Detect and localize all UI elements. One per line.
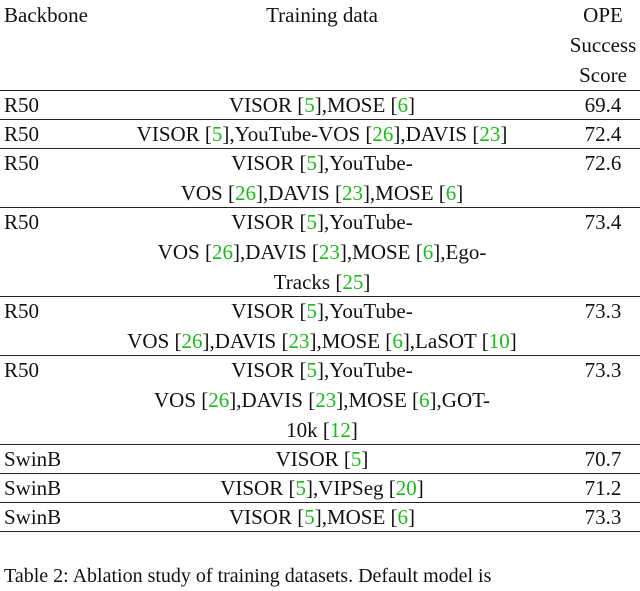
cell-score: 73.3: [584, 299, 622, 323]
rule: [0, 296, 640, 297]
cell-score: 73.3: [584, 358, 622, 382]
rule: [0, 473, 640, 474]
header-training: Training data: [266, 3, 378, 27]
header-score: OPE: [583, 3, 623, 27]
cell-score: 73.4: [584, 210, 622, 234]
cell-score: 70.7: [584, 447, 622, 471]
rule: [0, 90, 640, 91]
rule: [0, 207, 640, 208]
cell-training: VOS [26],DAVIS [23],MOSE [6],Ego-: [157, 240, 487, 264]
cell-training: Tracks [25]: [273, 270, 371, 294]
cell-backbone: R50: [4, 358, 40, 382]
rule: [0, 148, 640, 149]
page: Backbone Training data OPE Success Score R50 V…: [0, 3, 640, 587]
cell-training: VISOR [5],YouTube-: [231, 299, 413, 323]
cell-backbone: R50: [4, 93, 40, 117]
rule: [0, 355, 640, 356]
cell-training: VISOR [5],VIPSeg [20]: [220, 476, 424, 500]
rule: [0, 444, 640, 445]
cell-score: 69.4: [584, 93, 622, 117]
cell-score: 72.4: [584, 122, 622, 146]
cell-training: VISOR [5]: [275, 447, 369, 471]
caption: Table 2: Ablation study of training data…: [4, 565, 492, 587]
cell-backbone: SwinB: [4, 505, 62, 529]
cell-backbone: R50: [4, 299, 40, 323]
cell-training: 10k [12]: [286, 418, 358, 442]
cell-training: VISOR [5],YouTube-VOS [26],DAVIS [23]: [136, 122, 508, 146]
cell-score: 73.3: [584, 505, 622, 529]
cell-training: VISOR [5],YouTube-: [231, 151, 413, 175]
cell-backbone: R50: [4, 151, 40, 175]
cell-backbone: SwinB: [4, 476, 62, 500]
header-score: Score: [579, 63, 627, 87]
rule: [0, 119, 640, 120]
cell-backbone: R50: [4, 210, 40, 234]
cell-training: VOS [26],DAVIS [23],MOSE [6]: [180, 181, 464, 205]
rule: [0, 531, 640, 532]
header-backbone: Backbone: [4, 3, 88, 27]
cell-training: VOS [26],DAVIS [23],MOSE [6],LaSOT [10]: [127, 329, 517, 353]
cell-score: 71.2: [584, 476, 622, 500]
header-score: Success: [569, 33, 637, 57]
cell-score: 72.6: [584, 151, 622, 175]
rule: [0, 502, 640, 503]
cell-training: VOS [26],DAVIS [23],MOSE [6],GOT-: [153, 388, 491, 412]
cell-training: VISOR [5],YouTube-: [231, 210, 413, 234]
cell-backbone: R50: [4, 122, 40, 146]
cell-training: VISOR [5],MOSE [6]: [228, 93, 416, 117]
cell-training: VISOR [5],YouTube-: [231, 358, 413, 382]
cell-training: VISOR [5],MOSE [6]: [228, 505, 416, 529]
cell-backbone: SwinB: [4, 447, 62, 471]
